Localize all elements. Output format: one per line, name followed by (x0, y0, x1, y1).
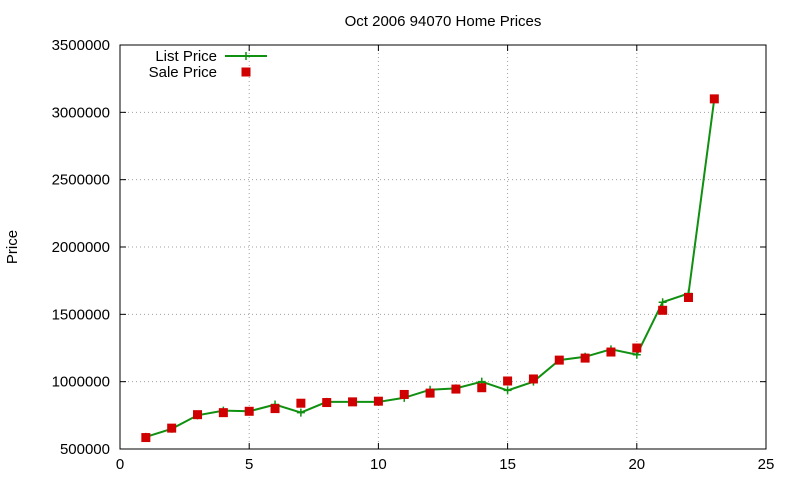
x-tick-label: 5 (245, 456, 253, 473)
sale-price-point (658, 305, 668, 315)
sale-price-point (270, 404, 280, 414)
y-tick-label: 3500000 (52, 37, 110, 54)
sale-price-point (348, 397, 358, 407)
sale-price-point (632, 343, 642, 353)
x-tick-label: 25 (758, 456, 775, 473)
list-price-point (503, 386, 512, 395)
sale-price-point (503, 376, 513, 386)
sale-price-point (141, 433, 151, 443)
sale-price-point (606, 347, 616, 357)
legend: List Price Sale Price (149, 48, 267, 81)
sale-price-point (451, 384, 461, 394)
sale-price-point (580, 353, 590, 363)
y-tick-label: 2000000 (52, 239, 110, 256)
sale-price-point (218, 408, 228, 418)
legend-label-list-price: List Price (155, 48, 217, 65)
axis-ticks: 500000 1000000 1500000 2000000 2500000 300000… (52, 37, 775, 473)
sale-price-point (167, 423, 177, 433)
sale-price-point (399, 389, 409, 399)
sale-price-point (193, 410, 203, 420)
y-tick-label: 3000000 (52, 104, 110, 121)
legend-sale-price-marker (241, 67, 251, 77)
sale-price-point (244, 406, 254, 416)
y-tick-label: 1500000 (52, 306, 110, 323)
legend-label-sale-price: Sale Price (149, 64, 217, 81)
sale-price-point (477, 383, 487, 393)
sale-price-point (425, 388, 435, 398)
sale-price-point (528, 374, 538, 384)
y-tick-label: 500000 (60, 441, 110, 458)
y-tick-label: 1000000 (52, 374, 110, 391)
sale-price-point (554, 355, 564, 365)
legend-list-price-marker (242, 52, 250, 60)
sale-price-point (683, 293, 693, 302)
x-tick-label: 10 (370, 456, 387, 473)
sale-price-point (296, 398, 306, 408)
sale-price-point (322, 398, 332, 408)
list-price-point (296, 408, 305, 417)
y-axis-label: Price (4, 230, 21, 264)
series (141, 94, 719, 443)
sale-price-point (709, 94, 719, 104)
x-tick-label: 0 (116, 456, 124, 473)
x-tick-label: 15 (499, 456, 516, 473)
y-tick-label: 2500000 (52, 172, 110, 189)
x-tick-label: 20 (628, 456, 645, 473)
sale-price-point (373, 396, 383, 406)
list-price-point (658, 298, 667, 307)
chart-title: Oct 2006 94070 Home Prices (345, 13, 542, 30)
